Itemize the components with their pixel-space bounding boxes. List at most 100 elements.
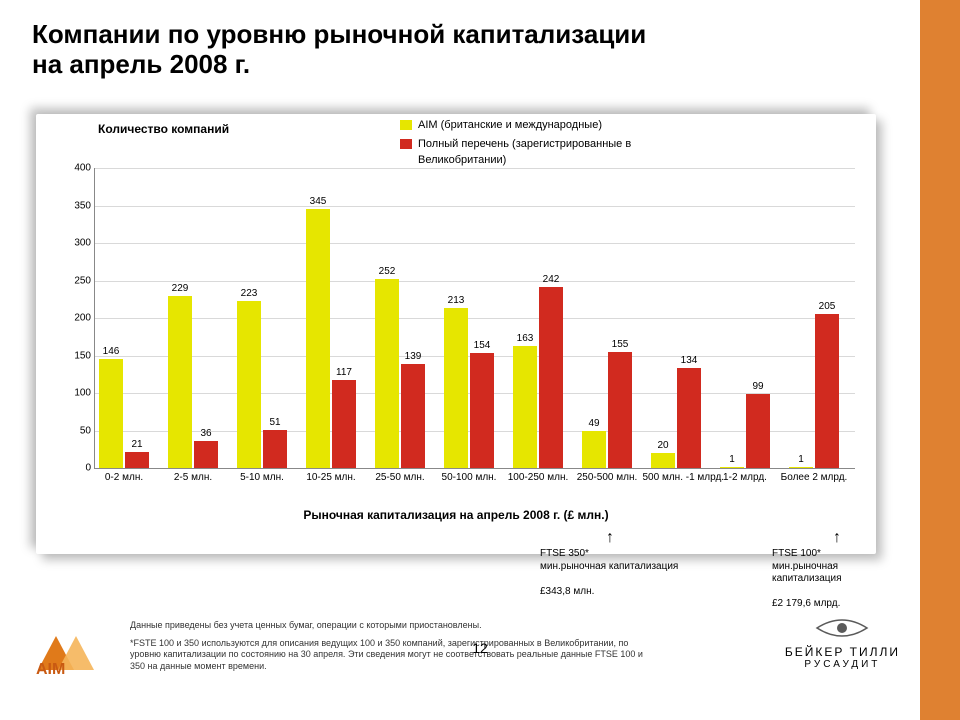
bar-value-label: 117 xyxy=(332,367,356,378)
bar-value-label: 51 xyxy=(263,417,287,428)
chart-legend: AIM (британские и международные) Полный … xyxy=(400,118,648,172)
bar: 139 xyxy=(401,364,425,468)
bar-value-label: 205 xyxy=(815,301,839,312)
slide-title: Компании по уровню рыночной капитализаци… xyxy=(32,20,672,80)
grid-line xyxy=(95,281,855,282)
chart-x-axis-title: Рыночная капитализация на апрель 2008 г.… xyxy=(36,508,876,522)
x-tick-label: 500 млн. -1 млрд. xyxy=(643,472,710,483)
arrow-up-icon: ↑ xyxy=(540,530,680,546)
annot-sub: мин.рыночная капитализация xyxy=(772,561,841,585)
bar-value-label: 139 xyxy=(401,351,425,362)
x-tick-label: 25-50 млн. xyxy=(367,472,434,483)
legend-item: Полный перечень (зарегистрированные в Ве… xyxy=(400,137,648,168)
x-tick-label: Более 2 млрд. xyxy=(781,472,848,483)
slide: Компании по уровню рыночной капитализаци… xyxy=(0,0,960,720)
bar-value-label: 1 xyxy=(720,454,744,465)
grid-line xyxy=(95,168,855,169)
y-tick-label: 350 xyxy=(74,200,91,211)
bar: 51 xyxy=(263,430,287,468)
grid-line xyxy=(95,318,855,319)
chart-y-axis-title: Количество компаний xyxy=(98,122,229,136)
grid-line xyxy=(95,206,855,207)
logo-baker-tilly: БЕЙКЕР ТИЛЛИ РУСАУДИТ xyxy=(785,616,900,670)
annot-title: FTSE 350* xyxy=(540,548,589,559)
bar: 223 xyxy=(237,301,261,468)
bar: 49 xyxy=(582,431,606,468)
bar: 163 xyxy=(513,346,537,468)
annotation-ftse350: ↑ FTSE 350* мин.рыночная капитализация £… xyxy=(540,530,680,598)
x-tick-label: 10-25 млн. xyxy=(298,472,365,483)
eye-logo-icon xyxy=(815,616,869,640)
bar-value-label: 345 xyxy=(306,196,330,207)
aim-logo-icon: AIM xyxy=(28,628,114,678)
bar-value-label: 1 xyxy=(789,454,813,465)
bar-value-label: 99 xyxy=(746,381,770,392)
bar: 21 xyxy=(125,452,149,468)
bar: 146 xyxy=(99,359,123,469)
bar: 117 xyxy=(332,380,356,468)
svg-text:AIM: AIM xyxy=(36,661,65,678)
logo-aim: AIM xyxy=(28,628,114,683)
bar: 99 xyxy=(746,394,770,468)
bar: 345 xyxy=(306,209,330,468)
bar: 213 xyxy=(444,308,468,468)
logo-text: РУСАУДИТ xyxy=(785,659,900,670)
arrow-up-icon: ↑ xyxy=(772,530,902,546)
annot-value: £343,8 млн. xyxy=(540,586,594,597)
legend-label: Полный перечень (зарегистрированные в Ве… xyxy=(418,137,648,168)
bar-value-label: 36 xyxy=(194,428,218,439)
legend-swatch-icon xyxy=(400,139,412,149)
y-tick-label: 100 xyxy=(74,388,91,399)
chart-container: Количество компаний AIM (британские и ме… xyxy=(36,114,876,554)
y-tick-label: 150 xyxy=(74,350,91,361)
x-tick-label: 5-10 млн. xyxy=(229,472,296,483)
y-tick-label: 400 xyxy=(74,163,91,174)
x-tick-label: 2-5 млн. xyxy=(160,472,227,483)
x-tick-label: 1-2 млрд. xyxy=(712,472,779,483)
x-tick-label: 250-500 млн. xyxy=(574,472,641,483)
bar: 155 xyxy=(608,352,632,468)
y-tick-label: 200 xyxy=(74,313,91,324)
bar: 252 xyxy=(375,279,399,468)
bar: 205 xyxy=(815,314,839,468)
bar-value-label: 154 xyxy=(470,340,494,351)
y-tick-label: 300 xyxy=(74,238,91,249)
bar: 1 xyxy=(720,467,744,468)
bar: 20 xyxy=(651,453,675,468)
annot-sub: мин.рыночная капитализация xyxy=(540,561,678,572)
bar: 36 xyxy=(194,441,218,468)
legend-item: AIM (британские и международные) xyxy=(400,118,648,133)
bar: 229 xyxy=(168,296,192,468)
annot-title: FTSE 100* xyxy=(772,548,821,559)
bar-value-label: 223 xyxy=(237,288,261,299)
bar-value-label: 146 xyxy=(99,346,123,357)
grid-line xyxy=(95,243,855,244)
bar-value-label: 21 xyxy=(125,439,149,450)
bar-value-label: 20 xyxy=(651,440,675,451)
bar-value-label: 229 xyxy=(168,283,192,294)
x-tick-label: 50-100 млн. xyxy=(436,472,503,483)
bar-value-label: 252 xyxy=(375,266,399,277)
x-tick-label: 0-2 млн. xyxy=(91,472,158,483)
side-band xyxy=(920,0,960,720)
legend-swatch-icon xyxy=(400,120,412,130)
bar-value-label: 134 xyxy=(677,355,701,366)
bar: 242 xyxy=(539,287,563,469)
footnote-line: Данные приведены без учета ценных бумаг,… xyxy=(130,620,650,632)
bar-value-label: 155 xyxy=(608,339,632,350)
annotation-ftse100: ↑ FTSE 100* мин.рыночная капитализация £… xyxy=(772,530,902,611)
x-tick-label: 100-250 млн. xyxy=(505,472,572,483)
bar: 1 xyxy=(789,467,813,468)
y-tick-label: 250 xyxy=(74,275,91,286)
bar-value-label: 49 xyxy=(582,418,606,429)
bar: 154 xyxy=(470,353,494,469)
bar: 134 xyxy=(677,368,701,469)
legend-label: AIM (британские и международные) xyxy=(418,118,602,133)
annot-value: £2 179,6 млрд. xyxy=(772,598,840,609)
bar-value-label: 163 xyxy=(513,333,537,344)
y-tick-label: 50 xyxy=(80,425,91,436)
chart-plot-area: 050100150200250300350400146210-2 млн.229… xyxy=(94,168,855,469)
logo-text: БЕЙКЕР ТИЛЛИ xyxy=(785,645,900,659)
bar-value-label: 213 xyxy=(444,295,468,306)
bar-value-label: 242 xyxy=(539,274,563,285)
